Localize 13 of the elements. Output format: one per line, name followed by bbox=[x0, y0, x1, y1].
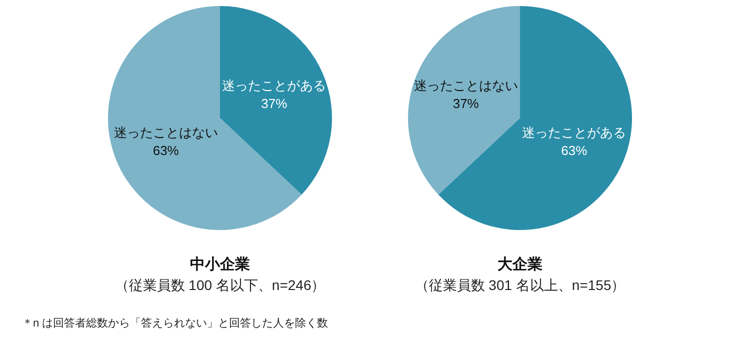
text: （従業員数 301 名以上、n=155） bbox=[414, 277, 626, 293]
slice-label: 迷ったことがある bbox=[522, 124, 626, 140]
text: 中小企業 bbox=[190, 256, 250, 273]
slice-label: 迷ったことはない bbox=[414, 78, 518, 94]
text: ＊n は回答者総数から「答えられない」と回答した人を除く数 bbox=[22, 316, 328, 330]
data-label: 37% bbox=[452, 96, 480, 112]
slice-label: 迷ったことはない bbox=[114, 124, 218, 140]
data-label: 37% bbox=[261, 96, 288, 112]
data-label: 63% bbox=[561, 142, 588, 158]
text: 大企業 bbox=[498, 256, 542, 273]
data-label: 63% bbox=[152, 142, 180, 158]
slice-label: 迷ったことがある bbox=[222, 78, 326, 94]
text: （従業員数 100 名以下、n=246） bbox=[114, 277, 326, 293]
